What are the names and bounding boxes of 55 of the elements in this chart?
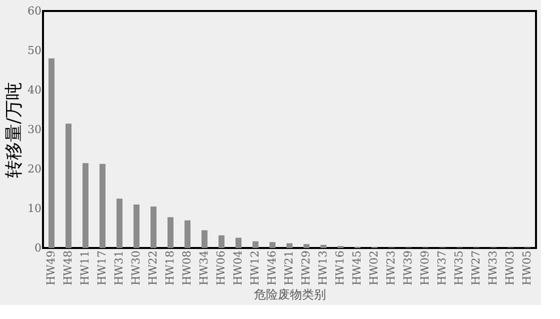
x-tick-label: HW16 (334, 250, 346, 286)
x-tick-label: HW13 (316, 250, 330, 286)
bar (48, 58, 54, 248)
bar (134, 204, 140, 248)
y-axis-title: 转移量/万吨 (4, 82, 25, 178)
x-tick-label: HW09 (418, 250, 432, 286)
bar (168, 217, 174, 248)
y-tick-label: 40 (28, 84, 42, 96)
x-tick-label: HW21 (282, 250, 296, 286)
x-tick-label: HW49 (44, 250, 58, 286)
y-tick-label: 30 (28, 123, 42, 136)
y-tick-label: 50 (28, 44, 42, 57)
x-tick-label: HW04 (232, 250, 244, 286)
x-tick-label: HW45 (350, 250, 364, 286)
bar (320, 244, 326, 248)
bar (304, 244, 310, 248)
x-tick-label: HW08 (180, 250, 194, 286)
x-tick-label: HW34 (198, 250, 210, 286)
x-tick-label: HW05 (520, 250, 534, 286)
x-tick-label: HW33 (486, 250, 500, 286)
x-tick-label: HW48 (62, 250, 74, 286)
x-tick-label: HW22 (146, 250, 160, 286)
x-tick-label: HW11 (78, 250, 92, 286)
y-tick-label: 60 (28, 4, 42, 18)
bar (116, 198, 122, 248)
x-tick-label: HW27 (470, 250, 482, 286)
bar (236, 238, 242, 248)
x-tick-label: HW37 (436, 250, 448, 286)
x-tick-label: HW02 (368, 250, 380, 286)
bar (150, 206, 156, 248)
bar (270, 242, 276, 248)
bar (286, 243, 292, 248)
y-tick-label: 0 (34, 242, 42, 254)
x-tick-label: HW03 (504, 250, 516, 286)
x-tick-label: HW46 (266, 250, 278, 286)
y-tick-label: 20 (28, 162, 42, 176)
y-tick-label: 10 (28, 202, 42, 215)
x-tick-label: HW23 (384, 250, 398, 286)
x-tick-label: HW17 (96, 250, 108, 286)
bar (252, 241, 258, 248)
x-tick-label: HW35 (452, 250, 466, 286)
x-tick-label: HW30 (130, 250, 142, 286)
bar (66, 124, 72, 248)
bar (100, 164, 106, 248)
bar (82, 163, 88, 248)
x-tick-label: HW29 (300, 250, 312, 286)
x-tick-label: HW12 (248, 250, 262, 286)
bar (202, 230, 208, 248)
x-tick-label: HW18 (164, 250, 176, 286)
bar (218, 235, 224, 248)
x-tick-label: HW06 (214, 250, 228, 286)
bar (184, 220, 190, 248)
x-axis-title: 危险废物类别 (254, 287, 326, 302)
x-tick-label: HW39 (402, 250, 414, 286)
x-tick-label: HW31 (112, 250, 126, 286)
